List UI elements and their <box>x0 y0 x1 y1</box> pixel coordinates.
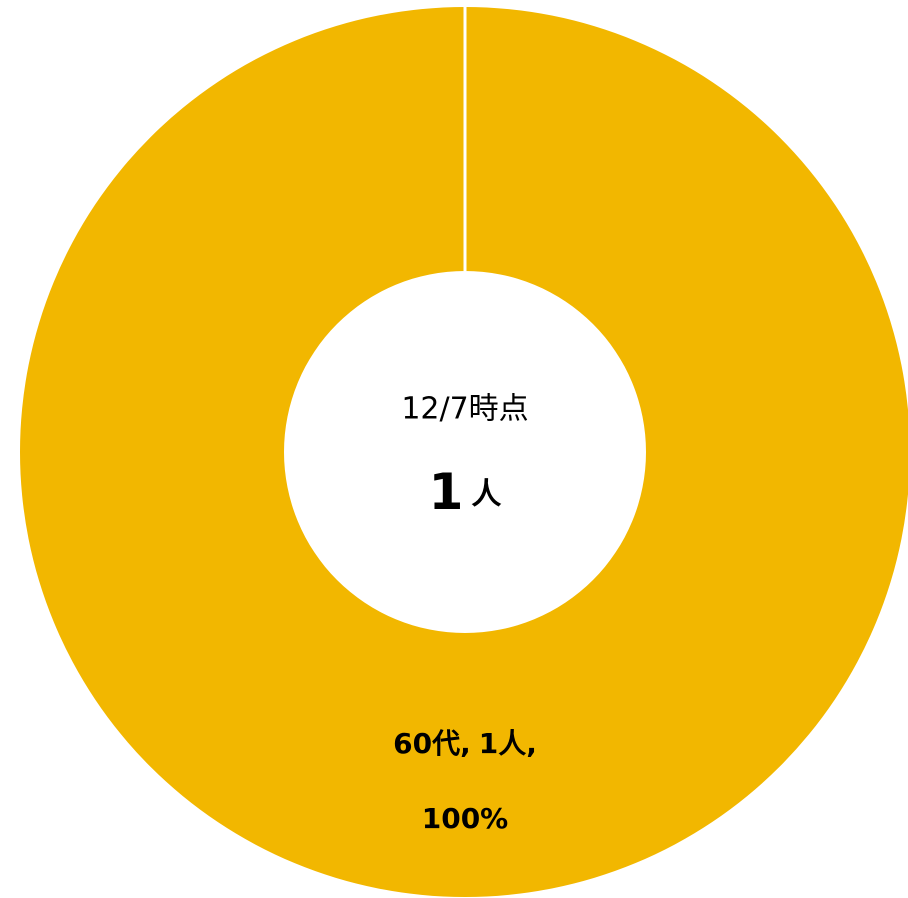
value-label: 1人 <box>479 727 526 760</box>
percent-label: 100% <box>422 802 509 835</box>
total-value: 1 <box>429 463 464 521</box>
label-separator: , <box>460 727 471 760</box>
total-unit: 人 <box>471 477 501 512</box>
category-label: 60代 <box>393 727 460 760</box>
label-separator: , <box>526 727 537 760</box>
data-label: 60代, 1人, <box>393 727 537 760</box>
slice <box>20 7 908 897</box>
center-label: 12/7時点 <box>401 392 528 427</box>
